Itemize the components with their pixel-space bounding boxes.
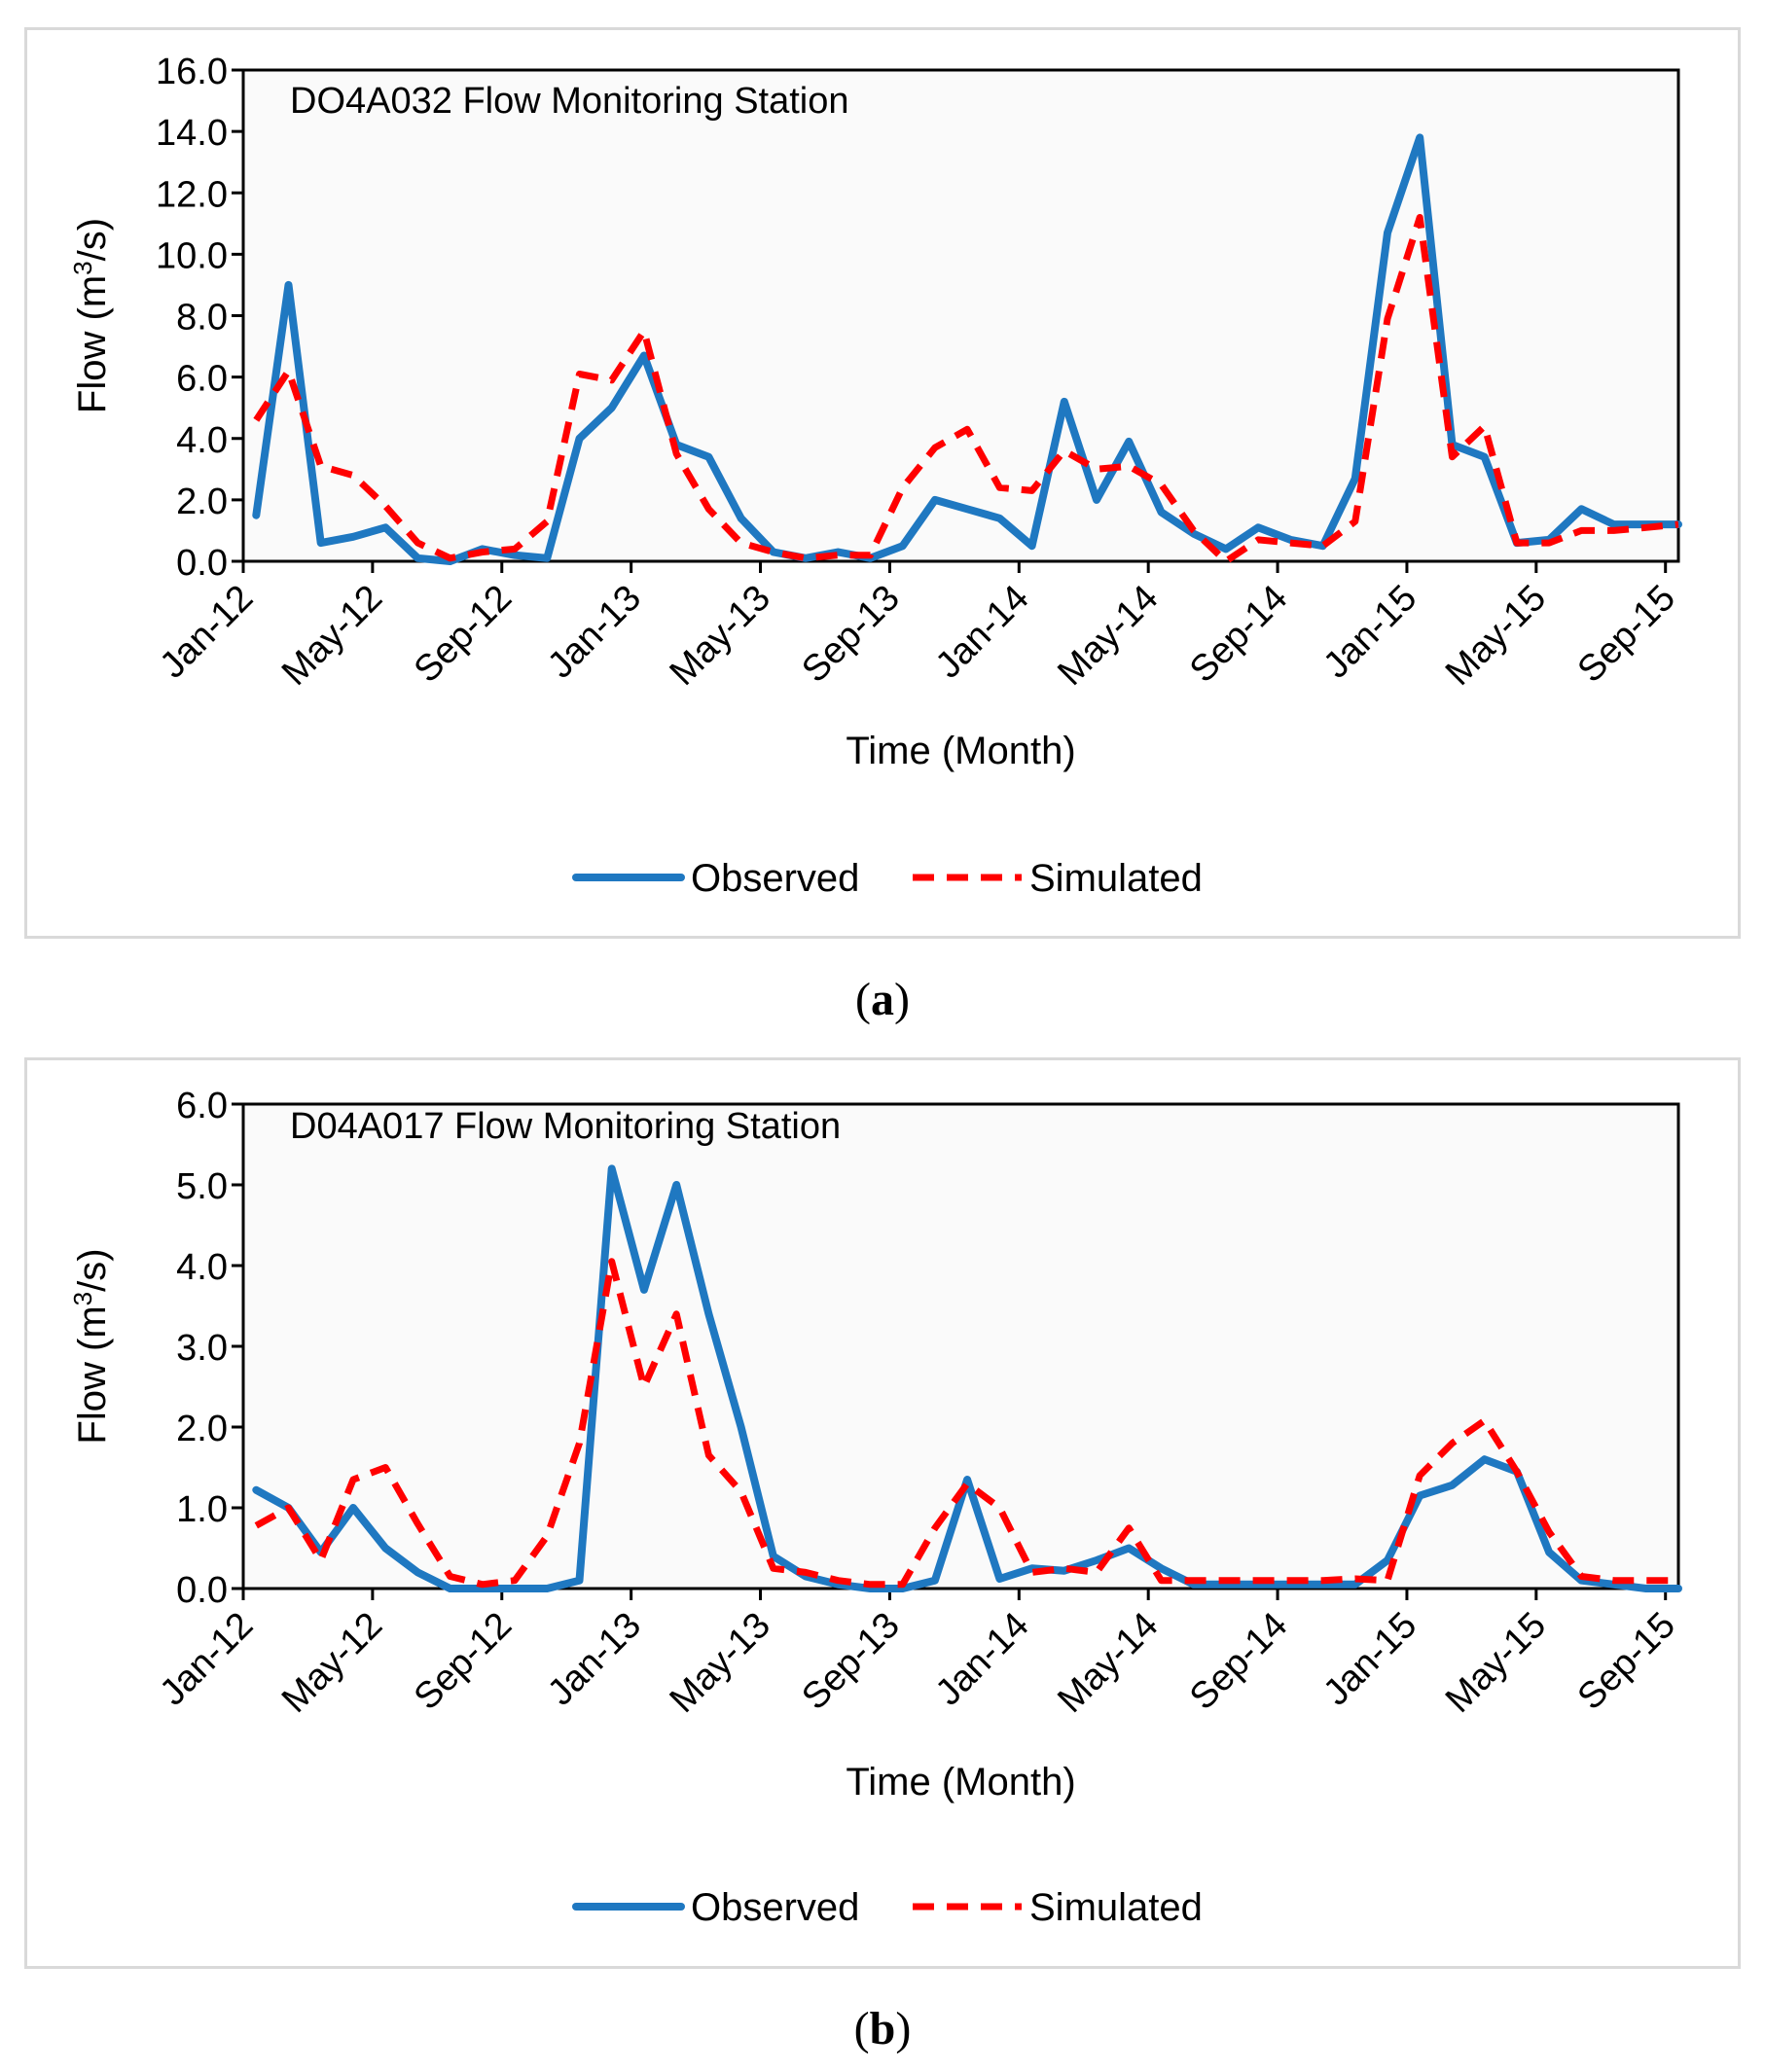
y-tick-label: 14.0 [156,113,228,154]
x-tick-label: May-15 [1438,1605,1554,1721]
x-tick-label: May-14 [1050,578,1166,694]
y-axis-label: Flow (m3/s) [68,218,114,413]
y-tick-label: 0.0 [176,1570,228,1611]
y-tick-label: 5.0 [176,1166,228,1207]
chart-title: D04A017 Flow Monitoring Station [290,1106,841,1147]
x-tick-label: Sep-15 [1570,578,1683,691]
x-tick-label: Sep-12 [407,578,520,691]
caption-a: (a) [855,974,910,1025]
y-axis-label: Flow (m3/s) [68,1248,114,1444]
y-tick-label: 2.0 [176,1409,228,1449]
x-tick-label: May-12 [274,578,390,694]
y-axis-label-sup: 3 [68,261,97,274]
y-tick-label: 6.0 [176,359,228,400]
y-tick-label: 0.0 [176,543,228,584]
x-tick-label: May-12 [274,1605,390,1721]
x-axis-label: Time (Month) [846,1761,1075,1804]
x-tick-label: Jan-15 [1315,1605,1424,1714]
y-tick-label: 1.0 [176,1489,228,1530]
x-tick-label: Jan-12 [152,578,261,687]
caption-b: (b) [853,2003,912,2054]
y-tick-label: 8.0 [176,298,228,339]
legend-simulated-label: Simulated [1029,857,1203,900]
x-tick-label: May-14 [1050,1605,1166,1721]
x-tick-label: Sep-13 [794,1605,907,1718]
x-tick-label: Jan-15 [1315,578,1424,687]
y-axis-label-main: Flow (m [71,1305,114,1444]
x-tick-label: Sep-13 [794,578,907,691]
legend: Observed Simulated [572,857,1203,900]
y-axis-label-end: /s) [71,218,114,261]
x-tick-label: May-13 [663,1605,778,1721]
plot-area [241,68,1680,563]
y-tick-label: 4.0 [176,420,228,461]
y-axis-label-sup: 3 [68,1292,97,1305]
x-tick-label: Sep-12 [407,1605,520,1718]
x-tick-label: Jan-13 [540,578,649,687]
plot-area [241,1102,1680,1590]
y-tick-label: 4.0 [176,1247,228,1288]
x-tick-label: Jan-13 [540,1605,649,1714]
y-tick-label: 3.0 [176,1328,228,1369]
legend: Observed Simulated [572,1886,1203,1929]
legend-observed-label: Observed [691,857,859,900]
simulated-series-line [254,1258,1678,1589]
y-tick-label: 2.0 [176,482,228,522]
y-tick-label: 6.0 [176,1086,228,1126]
x-tick-label: May-15 [1438,578,1554,694]
legend-observed-label: Observed [691,1886,859,1929]
y-tick-label: 10.0 [156,235,228,276]
y-tick-label: 16.0 [156,52,228,92]
x-tick-label: Jan-14 [928,1605,1037,1714]
x-tick-label: May-13 [663,578,778,694]
x-tick-label: Sep-14 [1182,578,1295,691]
x-tick-label: Jan-12 [152,1605,261,1714]
x-axis-label: Time (Month) [846,730,1075,772]
legend-simulated-label: Simulated [1029,1886,1203,1929]
x-tick-label: Sep-14 [1182,1605,1295,1718]
y-tick-label: 12.0 [156,174,228,215]
y-axis-label-main: Flow (m [71,275,114,413]
y-axis-label-end: /s) [71,1248,114,1291]
x-tick-label: Jan-14 [928,578,1037,687]
chart-title: DO4A032 Flow Monitoring Station [290,81,849,122]
x-tick-label: Sep-15 [1570,1605,1683,1718]
